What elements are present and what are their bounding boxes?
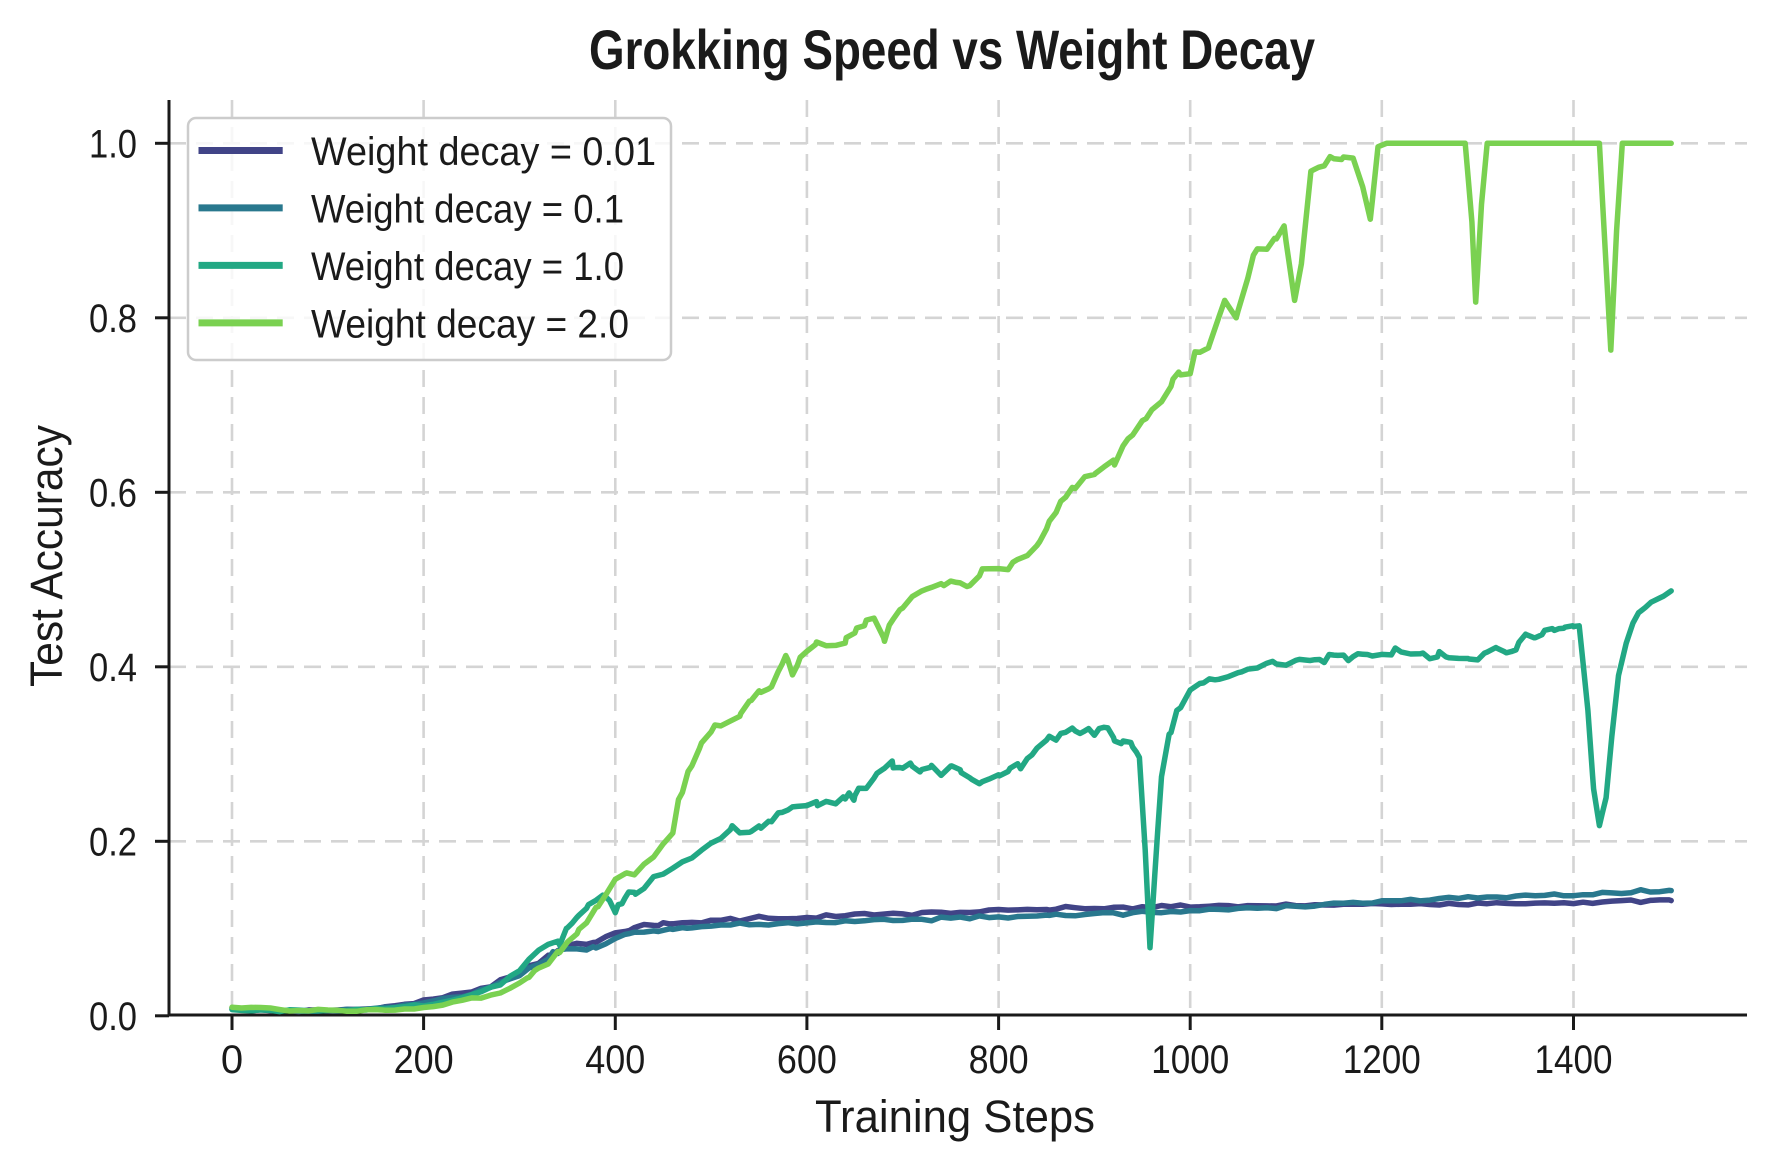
svg-text:0.0: 0.0: [89, 995, 137, 1039]
svg-text:1400: 1400: [1535, 1038, 1613, 1082]
svg-text:0.2: 0.2: [89, 820, 137, 864]
svg-text:600: 600: [777, 1038, 837, 1082]
svg-text:1000: 1000: [1151, 1038, 1229, 1082]
svg-text:Weight decay = 0.1: Weight decay = 0.1: [311, 188, 624, 232]
svg-text:Test Accuracy: Test Accuracy: [21, 425, 72, 687]
svg-text:200: 200: [394, 1038, 454, 1082]
svg-text:Weight decay = 0.01: Weight decay = 0.01: [311, 130, 656, 174]
svg-text:800: 800: [969, 1038, 1029, 1082]
svg-text:0.8: 0.8: [89, 297, 137, 341]
svg-text:Weight decay = 2.0: Weight decay = 2.0: [311, 303, 629, 347]
svg-text:0: 0: [221, 1038, 243, 1082]
svg-text:1200: 1200: [1343, 1038, 1421, 1082]
svg-text:Weight decay = 1.0: Weight decay = 1.0: [311, 245, 624, 289]
svg-text:0.6: 0.6: [89, 471, 137, 515]
svg-text:1.0: 1.0: [89, 122, 137, 166]
svg-text:0.4: 0.4: [89, 646, 137, 690]
svg-text:Training Steps: Training Steps: [815, 1091, 1095, 1142]
svg-text:400: 400: [585, 1038, 645, 1082]
svg-text:Grokking Speed vs Weight Decay: Grokking Speed vs Weight Decay: [589, 18, 1315, 81]
